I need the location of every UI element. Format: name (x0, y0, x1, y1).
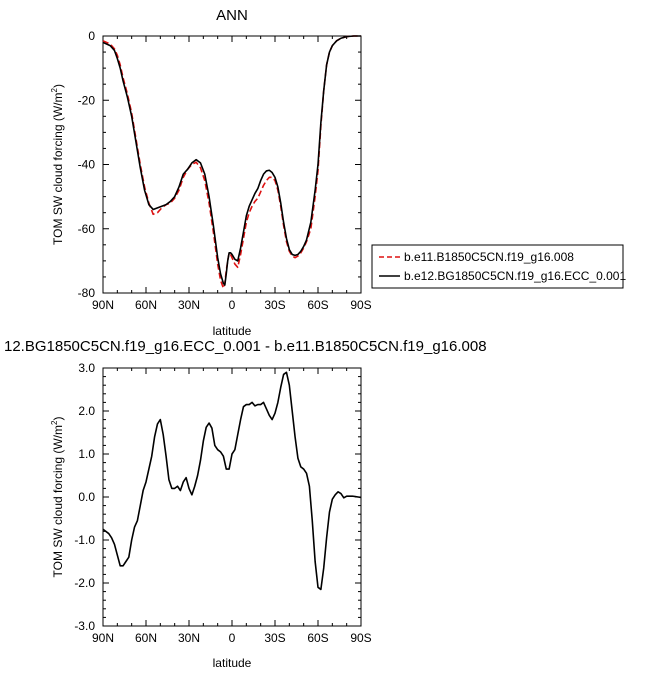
top-y-axis-label-sup: 2 (50, 87, 59, 92)
top-x-tick-label: 60N (135, 298, 157, 312)
bottom-x-tick-label: 90N (92, 631, 114, 645)
bottom-y-tick-label: -3.0 (74, 619, 95, 633)
top-x-tick-label: 60S (307, 298, 328, 312)
top-y-tick-label: -40 (78, 158, 96, 172)
top-y-axis-label-end: ) (51, 84, 65, 88)
top-x-tick-label: 90S (350, 298, 371, 312)
bottom-y-tick-label: -1.0 (74, 533, 95, 547)
bottom-y-tick-label: 3.0 (78, 361, 95, 375)
bottom-y-axis-label-end: ) (51, 417, 65, 421)
bottom-y-tick-label: 2.0 (78, 404, 95, 418)
bottom-y-tick-label: 1.0 (78, 447, 95, 461)
bottom-y-tick-label: -2.0 (74, 576, 95, 590)
bottom-x-tick-label: 60N (135, 631, 157, 645)
top-y-ticks: 0 -20 -40 -60 -80 (78, 29, 361, 300)
legend-label-control: b.e11.B1850C5CN.f19_g16.008 (404, 250, 574, 264)
top-panel: ANN 90N 60N 30N 0 30S 60S 90S 0 -20 -40 -60 -80 la… (50, 7, 626, 338)
bottom-y-axis-label-sup: 2 (50, 420, 59, 425)
bottom-x-tick-label: 30N (178, 631, 200, 645)
bottom-y-tick-label: 0.0 (78, 490, 95, 504)
bottom-x-ticks: 90N 60N 30N 0 30S 60S 90S (92, 368, 372, 645)
legend: b.e11.B1850C5CN.f19_g16.008 b.e12.BG1850… (371, 244, 626, 289)
top-y-tick-label: -20 (78, 93, 96, 107)
legend-label-case: b.e12.BG1850C5CN.f19_g16.ECC_0.001 (404, 269, 626, 283)
top-series (102, 35, 361, 289)
bottom-x-axis-label: latitude (213, 656, 252, 670)
top-y-tick-label: 0 (88, 29, 95, 43)
legend-box (371, 244, 624, 289)
bottom-x-tick-label: 90S (350, 631, 371, 645)
top-series-line-0 (102, 35, 361, 289)
top-title: ANN (216, 7, 248, 24)
top-x-tick-label: 90N (92, 298, 114, 312)
top-x-tick-label: 30S (264, 298, 285, 312)
bottom-y-axis-label-main: TOM SW cloud forcing (W/m (51, 425, 65, 577)
top-x-axis-label: latitude (213, 324, 252, 338)
bottom-series-line-0 (102, 371, 362, 591)
bottom-x-tick-label: 60S (307, 631, 328, 645)
bottom-series (102, 371, 362, 591)
top-y-tick-label: -80 (78, 286, 96, 300)
top-y-axis-label-main: TOM SW cloud forcing (W/m (51, 92, 65, 244)
bottom-title: 12.BG1850C5CN.f19_g16.ECC_0.001 - b.e11.… (4, 338, 487, 355)
bottom-y-ticks: 3.0 2.0 1.0 0.0 -1.0 -2.0 -3.0 (74, 361, 361, 633)
top-x-tick-label: 30N (178, 298, 200, 312)
top-y-axis-label: TOM SW cloud forcing (W/m2) (50, 84, 65, 245)
top-x-ticks: 90N 60N 30N 0 30S 60S 90S (92, 36, 372, 312)
bottom-x-tick-label: 30S (264, 631, 285, 645)
bottom-y-axis-label: TOM SW cloud forcing (W/m2) (50, 417, 65, 578)
bottom-panel: 12.BG1850C5CN.f19_g16.ECC_0.001 - b.e11.… (4, 338, 487, 670)
top-y-tick-label: -60 (78, 222, 96, 236)
top-x-tick-label: 0 (229, 298, 236, 312)
top-series-line-1 (102, 35, 361, 286)
bottom-x-tick-label: 0 (229, 631, 236, 645)
